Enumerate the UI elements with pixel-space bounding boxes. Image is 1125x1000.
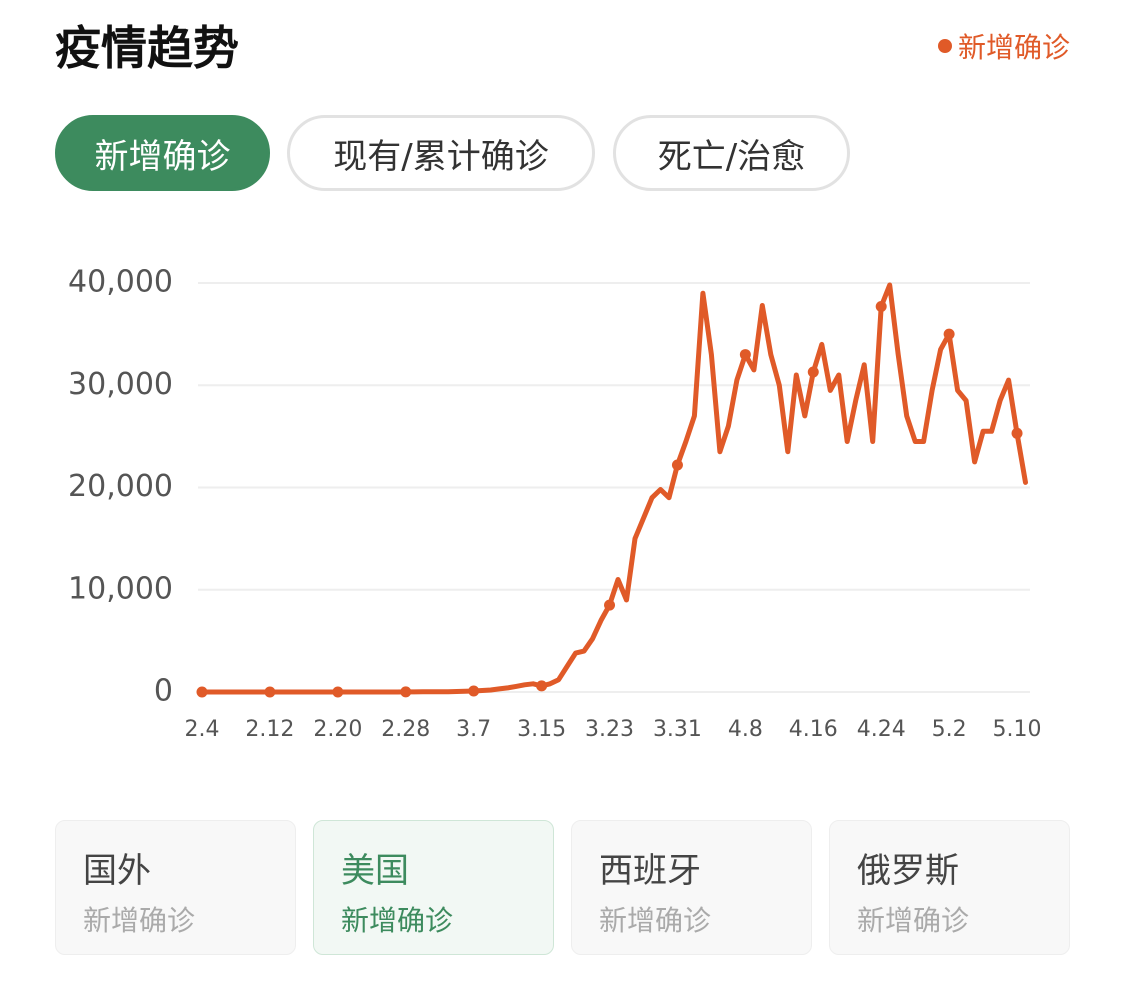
page-title: 疫情趋势 <box>55 21 239 75</box>
region-card[interactable]: 美国 新增确诊 <box>313 820 554 955</box>
card-subtitle: 新增确诊 <box>341 904 454 937</box>
region-card[interactable]: 西班牙 新增确诊 <box>571 820 812 955</box>
x-tick-label: 4.8 <box>728 717 763 742</box>
x-tick-label: 2.28 <box>381 717 430 742</box>
x-tick-label: 3.23 <box>585 717 634 742</box>
point <box>807 366 819 378</box>
point <box>196 686 208 698</box>
point <box>264 686 276 698</box>
x-tick-label: 4.16 <box>789 717 838 742</box>
x-tick-label: 5.2 <box>932 717 967 742</box>
card-subtitle: 新增确诊 <box>857 904 970 937</box>
y-tick-label: 10,000 <box>68 571 173 606</box>
point <box>400 686 412 698</box>
x-tick-label: 5.10 <box>993 717 1042 742</box>
card-title: 国外 <box>83 851 151 891</box>
y-tick-label: 30,000 <box>68 367 173 402</box>
y-tick-label: 40,000 <box>68 265 173 300</box>
point <box>332 686 344 698</box>
tab[interactable]: 现有/累计确诊 <box>287 115 595 191</box>
point <box>671 459 683 471</box>
x-tick-label: 2.12 <box>245 717 294 742</box>
point <box>875 301 887 313</box>
point <box>468 685 480 697</box>
region-card[interactable]: 俄罗斯 新增确诊 <box>829 820 1070 955</box>
tab[interactable]: 新增确诊 <box>55 115 270 191</box>
x-tick-label: 4.24 <box>857 717 906 742</box>
card-subtitle: 新增确诊 <box>83 904 196 937</box>
region-card[interactable]: 国外 新增确诊 <box>55 820 296 955</box>
y-tick-label: 0 <box>154 674 173 709</box>
legend: 新增确诊 <box>937 26 1070 66</box>
point <box>739 349 751 361</box>
point <box>1011 427 1023 439</box>
y-tick-label: 20,000 <box>68 469 173 504</box>
card-title: 美国 <box>341 851 409 891</box>
point <box>536 680 548 692</box>
tab[interactable]: 死亡/治愈 <box>613 115 850 191</box>
card-title: 西班牙 <box>599 851 701 891</box>
point <box>943 328 955 340</box>
legend-marker <box>937 39 952 53</box>
chart: 0 10,000 20,000 30,000 40,000 2.4 2.12 2.20 2.28… <box>68 265 1042 743</box>
point <box>604 599 616 611</box>
x-tick-label: 3.7 <box>456 717 491 742</box>
x-tick-label: 2.20 <box>313 717 362 742</box>
x-tick-label: 3.15 <box>517 717 566 742</box>
card-title: 俄罗斯 <box>857 851 959 891</box>
legend-label: 新增确诊 <box>957 31 1070 64</box>
card-subtitle: 新增确诊 <box>599 904 712 937</box>
x-tick-label: 2.4 <box>185 717 220 742</box>
x-tick-label: 3.31 <box>653 717 702 742</box>
